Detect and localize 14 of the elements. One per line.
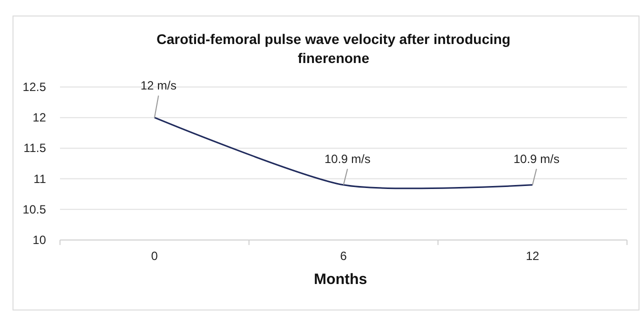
- x-tick-label: 0: [151, 249, 158, 263]
- y-tick-label: 12: [32, 110, 46, 125]
- x-axis-title: Months: [314, 271, 368, 288]
- y-tick-label: 11: [34, 172, 46, 186]
- y-tick-label: 11.5: [24, 141, 46, 156]
- x-tick-label: 6: [340, 249, 348, 263]
- data-label: 10.9 m/s: [324, 152, 371, 166]
- data-label: 10.9 m/s: [513, 152, 560, 166]
- x-tick-label: 12: [526, 249, 540, 263]
- y-tick-label: 10: [32, 233, 46, 247]
- y-tick-label: 12.5: [22, 80, 46, 94]
- chart-title: Carotid-femoral pulse wave velocity after introducing finerenone: [156, 31, 510, 66]
- y-tick-label: 10.5: [22, 202, 46, 216]
- data-label: 12 m/s: [140, 78, 177, 93]
